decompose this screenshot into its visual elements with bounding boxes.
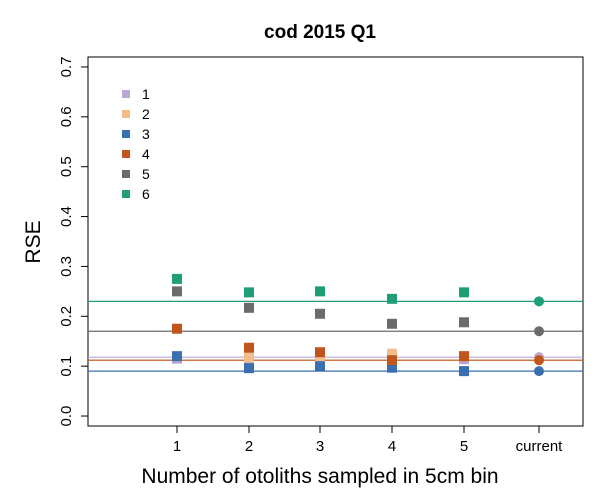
- series-6-point: [172, 273, 182, 284]
- x-tick-label: 1: [173, 438, 181, 455]
- series-2-point: [387, 348, 397, 359]
- x-tick-label: 2: [245, 438, 253, 455]
- series-4-point: [244, 342, 254, 353]
- plot-area: 0.0 0.1 0.2 0.3 0.4 0.5 0.6 0.7 1 2 3 4 5 current 1 2 3 4…: [58, 56, 584, 455]
- series-5-point: [387, 318, 397, 329]
- legend-swatch-5: [122, 170, 130, 178]
- series-5-point: [244, 302, 254, 313]
- legend-swatch-1: [122, 90, 130, 98]
- y-tick-label: 0.0: [58, 406, 75, 427]
- series-5-point: [315, 308, 325, 319]
- legend-swatch-3: [122, 130, 130, 138]
- x-tick-label: 5: [460, 438, 468, 455]
- series-6-point: [459, 287, 469, 298]
- legend-label-4: 4: [142, 146, 150, 162]
- y-tick-label: 0.5: [58, 156, 75, 177]
- plot-frame: [87, 56, 584, 427]
- series-3-point: [172, 351, 182, 362]
- series-2-point: [244, 352, 254, 363]
- series-6-point: [387, 293, 397, 304]
- series-5-point: [172, 286, 182, 297]
- legend-label-2: 2: [142, 106, 150, 122]
- x-tick-label: current: [516, 438, 564, 455]
- series-3-point: [244, 363, 254, 374]
- series-4-point: [459, 351, 469, 362]
- series-6-current-point: [534, 296, 544, 307]
- legend-label-6: 6: [142, 186, 150, 202]
- series-4-current-point: [534, 355, 544, 366]
- series-6-point: [315, 286, 325, 297]
- y-tick-label: 0.4: [58, 206, 75, 227]
- series-4-point: [172, 323, 182, 334]
- series-3-point: [315, 361, 325, 372]
- legend-swatch-6: [122, 190, 130, 198]
- series-4-point: [315, 347, 325, 358]
- legend-label-5: 5: [142, 166, 150, 182]
- y-tick-label: 0.6: [58, 106, 75, 127]
- y-axis-label: RSE: [22, 220, 45, 263]
- series-6-point: [244, 287, 254, 298]
- series-3-point: [459, 366, 469, 377]
- x-tick-label: 4: [388, 438, 396, 455]
- series-5-current-point: [534, 326, 544, 337]
- legend-label-3: 3: [142, 126, 150, 142]
- series-4-point: [387, 355, 397, 366]
- y-tick-label: 0.3: [58, 256, 75, 277]
- chart-title: cod 2015 Q1: [264, 22, 376, 43]
- y-tick-label: 0.1: [58, 356, 75, 377]
- y-tick-label: 0.2: [58, 306, 75, 327]
- legend-label-1: 1: [142, 86, 150, 102]
- series-3-point: [387, 362, 397, 373]
- legend-swatch-2: [122, 110, 130, 118]
- y-tick-label: 0.7: [58, 57, 75, 78]
- series-5-point: [459, 317, 469, 328]
- x-axis-label: Number of otoliths sampled in 5cm bin: [141, 465, 498, 488]
- x-tick-label: 3: [316, 438, 324, 455]
- legend-swatch-4: [122, 150, 130, 158]
- series-3-current-point: [534, 366, 544, 377]
